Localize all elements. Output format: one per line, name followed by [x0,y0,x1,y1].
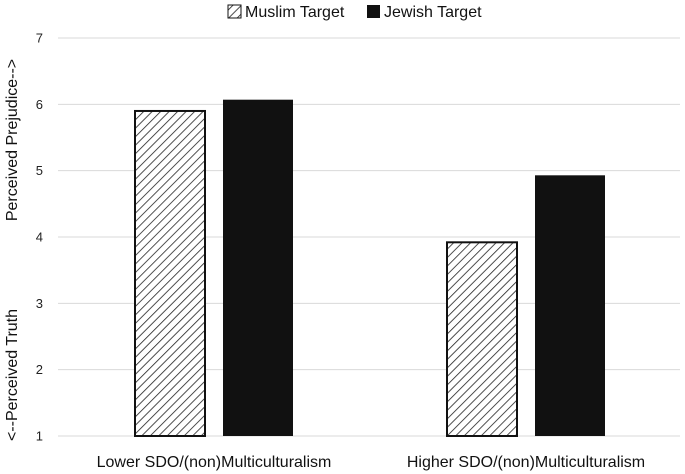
y-tick-label-1: 1 [36,429,43,444]
category-label-higher: Higher SDO/(non)Multiculturalism [407,454,645,471]
bar-jewish-higher [535,175,605,436]
y-tick-label-7: 7 [36,31,43,46]
y-tick-label-2: 2 [36,362,43,377]
legend: Muslim Target Jewish Target [227,4,482,21]
legend-label-muslim: Muslim Target [245,4,345,21]
y-tick-label-3: 3 [36,296,43,311]
bar-muslim-higher [446,241,518,437]
y-tick-label-4: 4 [36,230,43,245]
y-axis-title-top: Perceived Prejudice--> [4,59,21,221]
y-axis-title-truth: <--Perceived Truth [4,309,21,441]
y-axis-title-bottom: <--Perceived Truth [4,309,21,441]
bar-jewish-lower [223,99,293,436]
legend-label-jewish: Jewish Target [384,4,482,21]
y-axis-ticks: 1 2 3 4 5 6 7 [36,31,43,444]
legend-swatch-muslim [227,4,242,19]
y-tick-label-5: 5 [36,163,43,178]
y-axis-title-prejudice: Perceived Prejudice--> [4,59,21,221]
bars [134,99,605,437]
category-label-lower: Lower SDO/(non)Multiculturalism [97,454,332,471]
x-axis-categories: Lower SDO/(non)Multiculturalism Higher S… [97,454,646,471]
y-tick-label-6: 6 [36,97,43,112]
legend-swatch-jewish [367,5,380,18]
bar-muslim-lower [134,109,206,437]
